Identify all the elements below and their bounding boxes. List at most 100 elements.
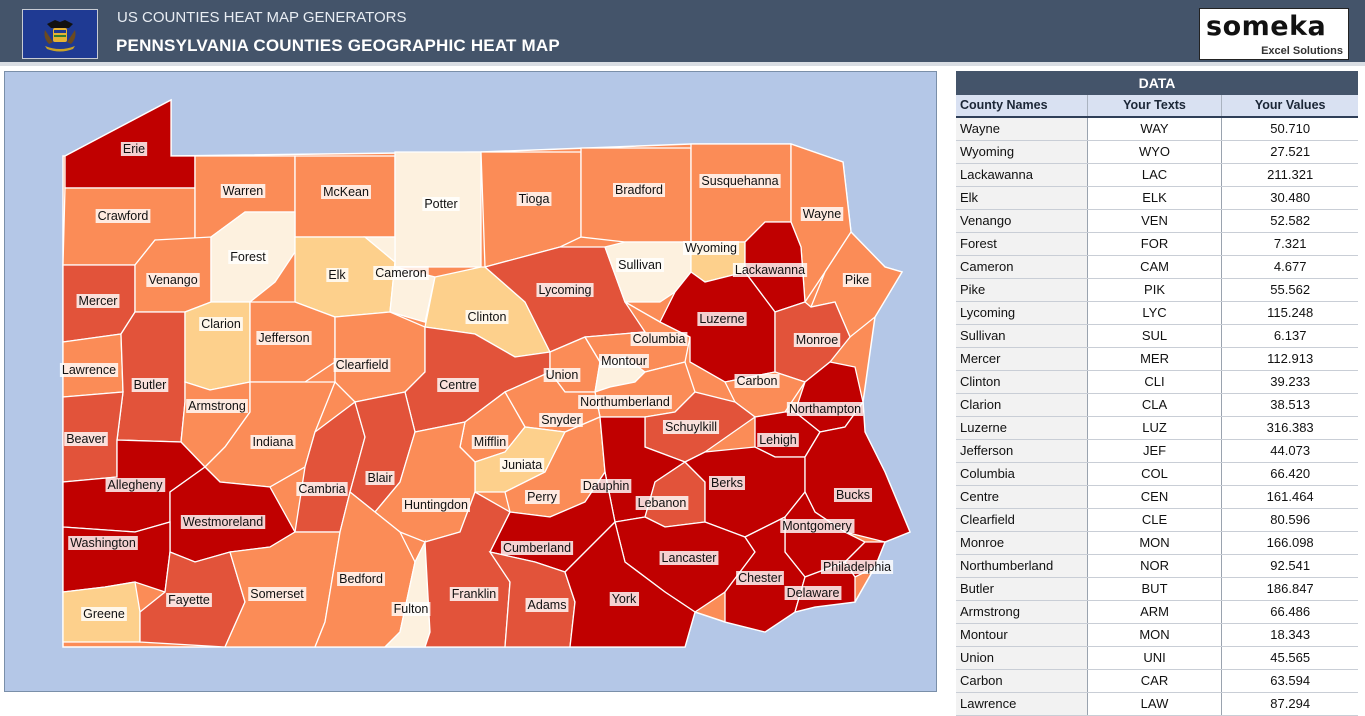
table-row[interactable]: Columbia COL 66.420 — [956, 463, 1358, 486]
county-value-cell[interactable]: 87.294 — [1222, 693, 1358, 715]
county-text-cell[interactable]: JEF — [1087, 440, 1223, 462]
county-name-cell[interactable]: Columbia — [956, 463, 1088, 485]
county-text-cell[interactable]: ARM — [1087, 601, 1223, 623]
table-row[interactable]: Elk ELK 30.480 — [956, 187, 1358, 210]
county-text-cell[interactable]: WYO — [1087, 141, 1223, 163]
table-row[interactable]: Clarion CLA 38.513 — [956, 394, 1358, 417]
county-name-cell[interactable]: Venango — [956, 210, 1088, 232]
county-shape-butler[interactable] — [116, 311, 186, 443]
county-name-cell[interactable]: Sullivan — [956, 325, 1088, 347]
county-text-cell[interactable]: WAY — [1087, 118, 1223, 140]
county-name-cell[interactable]: Lawrence — [956, 693, 1088, 715]
county-value-cell[interactable]: 63.594 — [1222, 670, 1358, 692]
table-row[interactable]: Wayne WAY 50.710 — [956, 118, 1358, 141]
county-shape-clarion[interactable] — [184, 301, 251, 391]
county-value-cell[interactable]: 211.321 — [1222, 164, 1358, 186]
county-name-cell[interactable]: Montour — [956, 624, 1088, 646]
table-row[interactable]: Northumberland NOR 92.541 — [956, 555, 1358, 578]
county-name-cell[interactable]: Lycoming — [956, 302, 1088, 324]
table-row[interactable]: Clearfield CLE 80.596 — [956, 509, 1358, 532]
county-name-cell[interactable]: Armstrong — [956, 601, 1088, 623]
county-text-cell[interactable]: MON — [1087, 624, 1223, 646]
county-name-cell[interactable]: Wayne — [956, 118, 1088, 140]
county-text-cell[interactable]: MER — [1087, 348, 1223, 370]
table-row[interactable]: Venango VEN 52.582 — [956, 210, 1358, 233]
county-name-cell[interactable]: Union — [956, 647, 1088, 669]
county-value-cell[interactable]: 66.420 — [1222, 463, 1358, 485]
county-text-cell[interactable]: LUZ — [1087, 417, 1223, 439]
table-row[interactable]: Carbon CAR 63.594 — [956, 670, 1358, 693]
table-row[interactable]: Jefferson JEF 44.073 — [956, 440, 1358, 463]
county-text-cell[interactable]: CAM — [1087, 256, 1223, 278]
county-value-cell[interactable]: 115.248 — [1222, 302, 1358, 324]
county-value-cell[interactable]: 39.233 — [1222, 371, 1358, 393]
county-name-cell[interactable]: Lackawanna — [956, 164, 1088, 186]
table-row[interactable]: Montour MON 18.343 — [956, 624, 1358, 647]
county-name-cell[interactable]: Cameron — [956, 256, 1088, 278]
table-row[interactable]: Armstrong ARM 66.486 — [956, 601, 1358, 624]
county-text-cell[interactable]: COL — [1087, 463, 1223, 485]
county-name-cell[interactable]: Elk — [956, 187, 1088, 209]
county-value-cell[interactable]: 50.710 — [1222, 118, 1358, 140]
table-row[interactable]: Lycoming LYC 115.248 — [956, 302, 1358, 325]
county-name-cell[interactable]: Carbon — [956, 670, 1088, 692]
county-text-cell[interactable]: UNI — [1087, 647, 1223, 669]
county-text-cell[interactable]: LAC — [1087, 164, 1223, 186]
table-row[interactable]: Lawrence LAW 87.294 — [956, 693, 1358, 716]
county-value-cell[interactable]: 161.464 — [1222, 486, 1358, 508]
county-value-cell[interactable]: 52.582 — [1222, 210, 1358, 232]
county-name-cell[interactable]: Clinton — [956, 371, 1088, 393]
county-text-cell[interactable]: CLE — [1087, 509, 1223, 531]
county-name-cell[interactable]: Clarion — [956, 394, 1088, 416]
county-value-cell[interactable]: 6.137 — [1222, 325, 1358, 347]
county-name-cell[interactable]: Clearfield — [956, 509, 1088, 531]
county-text-cell[interactable]: LAW — [1087, 693, 1223, 715]
county-text-cell[interactable]: SUL — [1087, 325, 1223, 347]
table-row[interactable]: Union UNI 45.565 — [956, 647, 1358, 670]
county-name-cell[interactable]: Northumberland — [956, 555, 1088, 577]
county-value-cell[interactable]: 316.383 — [1222, 417, 1358, 439]
county-text-cell[interactable]: VEN — [1087, 210, 1223, 232]
table-row[interactable]: Mercer MER 112.913 — [956, 348, 1358, 371]
county-name-cell[interactable]: Wyoming — [956, 141, 1088, 163]
county-text-cell[interactable]: BUT — [1087, 578, 1223, 600]
county-shape-york[interactable] — [564, 520, 696, 648]
county-name-cell[interactable]: Luzerne — [956, 417, 1088, 439]
county-text-cell[interactable]: FOR — [1087, 233, 1223, 255]
county-name-cell[interactable]: Mercer — [956, 348, 1088, 370]
someka-logo[interactable]: someka Excel Solutions — [1199, 8, 1349, 60]
county-value-cell[interactable]: 112.913 — [1222, 348, 1358, 370]
table-row[interactable]: Monroe MON 166.098 — [956, 532, 1358, 555]
table-row[interactable]: Clinton CLI 39.233 — [956, 371, 1358, 394]
county-shape-washington[interactable] — [62, 521, 171, 593]
county-value-cell[interactable]: 66.486 — [1222, 601, 1358, 623]
county-name-cell[interactable]: Jefferson — [956, 440, 1088, 462]
county-value-cell[interactable]: 18.343 — [1222, 624, 1358, 646]
county-text-cell[interactable]: CAR — [1087, 670, 1223, 692]
table-row[interactable]: Wyoming WYO 27.521 — [956, 141, 1358, 164]
county-value-cell[interactable]: 45.565 — [1222, 647, 1358, 669]
table-row[interactable]: Sullivan SUL 6.137 — [956, 325, 1358, 348]
county-value-cell[interactable]: 55.562 — [1222, 279, 1358, 301]
county-text-cell[interactable]: ELK — [1087, 187, 1223, 209]
county-text-cell[interactable]: CLI — [1087, 371, 1223, 393]
county-value-cell[interactable]: 30.480 — [1222, 187, 1358, 209]
table-row[interactable]: Lackawanna LAC 211.321 — [956, 164, 1358, 187]
county-value-cell[interactable]: 4.677 — [1222, 256, 1358, 278]
county-text-cell[interactable]: CLA — [1087, 394, 1223, 416]
county-name-cell[interactable]: Forest — [956, 233, 1088, 255]
county-value-cell[interactable]: 38.513 — [1222, 394, 1358, 416]
county-name-cell[interactable]: Centre — [956, 486, 1088, 508]
county-text-cell[interactable]: NOR — [1087, 555, 1223, 577]
county-value-cell[interactable]: 44.073 — [1222, 440, 1358, 462]
county-value-cell[interactable]: 92.541 — [1222, 555, 1358, 577]
table-row[interactable]: Cameron CAM 4.677 — [956, 256, 1358, 279]
table-row[interactable]: Luzerne LUZ 316.383 — [956, 417, 1358, 440]
county-name-cell[interactable]: Butler — [956, 578, 1088, 600]
county-value-cell[interactable]: 166.098 — [1222, 532, 1358, 554]
table-row[interactable]: Pike PIK 55.562 — [956, 279, 1358, 302]
county-text-cell[interactable]: CEN — [1087, 486, 1223, 508]
county-name-cell[interactable]: Monroe — [956, 532, 1088, 554]
county-text-cell[interactable]: PIK — [1087, 279, 1223, 301]
county-value-cell[interactable]: 80.596 — [1222, 509, 1358, 531]
